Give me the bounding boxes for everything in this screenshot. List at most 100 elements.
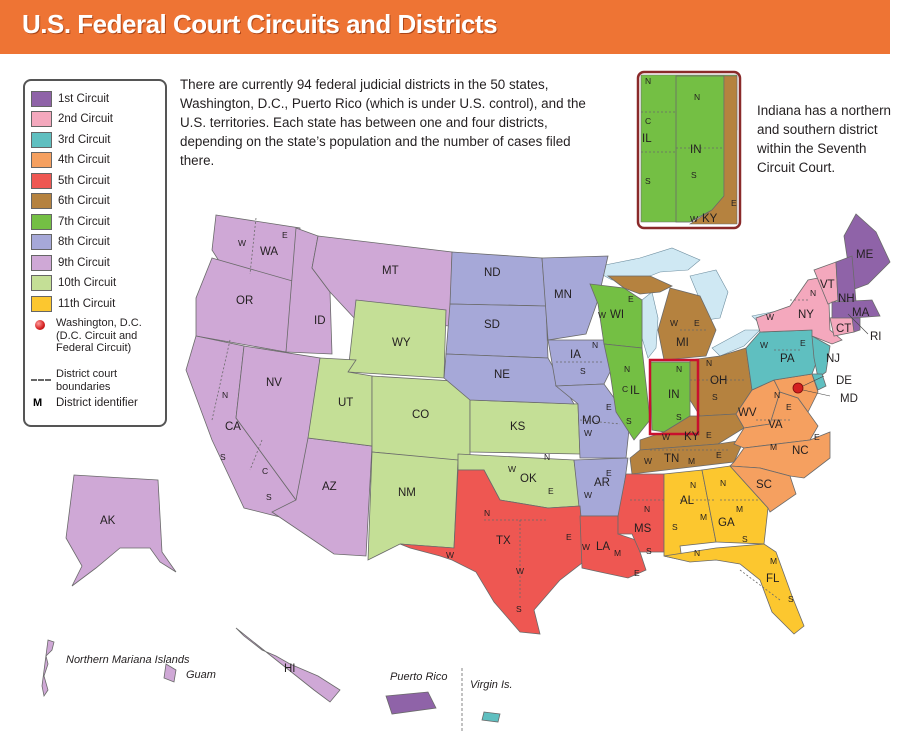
state-label-ok: OK: [520, 473, 537, 485]
legend-item-2nd: 2nd Circuit: [31, 111, 113, 127]
legend-swatch: [31, 132, 52, 148]
territory-label-vi: Virgin Is.: [470, 679, 513, 691]
territory-label-pr: Puerto Rico: [390, 671, 447, 683]
state-label-wv: WV: [738, 407, 757, 419]
state-de: [811, 373, 827, 391]
district-identifier: M: [770, 442, 777, 452]
legend-item-1st: 1st Circuit: [31, 91, 109, 107]
territory-labels: Northern Mariana Islands Guam Puerto Ric…: [66, 654, 513, 691]
district-identifier: E: [716, 450, 722, 460]
state-label-ks: KS: [510, 421, 526, 433]
district-identifier: S: [788, 594, 794, 604]
district-identifier: E: [814, 432, 820, 442]
state-label-tn: TN: [664, 453, 679, 465]
district-identifier: E: [706, 430, 712, 440]
state-label-co: CO: [412, 409, 429, 421]
district-identifier: N: [720, 478, 726, 488]
state-label-in: IN: [668, 389, 680, 401]
state-label-id: ID: [314, 315, 326, 327]
legend-label: District court boundaries: [56, 368, 118, 393]
terr-guam: [163, 663, 177, 683]
state-ak: [65, 474, 177, 587]
state-label-ma: MA: [852, 307, 870, 319]
state-label-ct: CT: [836, 323, 851, 335]
state-mn: [541, 255, 609, 341]
district-identifier: E: [566, 532, 572, 542]
terr-pr: [385, 691, 437, 715]
state-label-sc: SC: [756, 479, 772, 491]
state-label-la: LA: [596, 541, 610, 553]
state-label-mt: MT: [382, 265, 399, 277]
state-label-sd: SD: [484, 319, 500, 331]
legend-item-8th: 8th Circuit: [31, 234, 110, 250]
state-label-il: IL: [630, 385, 640, 397]
legend-label: 9th Circuit: [58, 257, 110, 269]
inset-label: IN: [690, 144, 702, 156]
ninth-circuit: [41, 214, 453, 703]
state-ga: [701, 465, 769, 545]
district-identifier: S: [220, 452, 226, 462]
state-label-fl: FL: [766, 573, 780, 585]
state-hi: [235, 627, 341, 703]
state-label-wi: WI: [610, 309, 624, 321]
district-identifier: W: [584, 490, 592, 500]
district-identifier: M: [614, 548, 621, 558]
legend-label: 6th Circuit: [58, 195, 110, 207]
inset-note: Indiana has a northern and southern dist…: [757, 103, 892, 175]
district-identifier: M: [770, 556, 777, 566]
state-label-pa: PA: [780, 353, 795, 365]
district-identifier: C: [622, 384, 628, 394]
state-label-ny: NY: [798, 309, 814, 321]
territory-label-guam: Guam: [186, 669, 216, 681]
legend-label: Washington, D.C. (D.C. Circuit and Feder…: [56, 317, 142, 354]
district-identifier: N: [774, 390, 780, 400]
legend-swatch: [31, 91, 52, 107]
state-label-mn: MN: [554, 289, 572, 301]
territory-label-nmi: Northern Mariana Islands: [66, 654, 190, 666]
state-label-nd: ND: [484, 267, 501, 279]
inset-label: S: [691, 170, 697, 180]
inset-label: KY: [702, 213, 718, 225]
legend-swatch: [31, 214, 52, 230]
great-lakes: [589, 247, 799, 359]
legend-swatch: [31, 234, 52, 250]
state-label-mi: MI: [676, 337, 689, 349]
state-label-ky: KY: [684, 431, 700, 443]
district-identifier: N: [694, 548, 700, 558]
district-identifier: N: [592, 340, 598, 350]
district-identifier: W: [584, 428, 592, 438]
inset-labels: N C IL S N IN S E W KY: [642, 76, 737, 225]
district-identifier: M: [736, 504, 743, 514]
state-label-or: OR: [236, 295, 253, 307]
legend-label: District identifier: [56, 397, 138, 409]
legend-label: 7th Circuit: [58, 216, 110, 228]
inset-label: IL: [642, 133, 652, 145]
legend-label: 4th Circuit: [58, 154, 110, 166]
legend-label: 5th Circuit: [58, 175, 110, 187]
district-identifier: N: [690, 480, 696, 490]
third-circuit: [481, 329, 831, 723]
state-label-va: VA: [768, 419, 783, 431]
district-identifier: M: [700, 512, 707, 522]
state-label-nc: NC: [792, 445, 809, 457]
district-identifier: S: [580, 366, 586, 376]
state-label-ri: RI: [870, 331, 882, 343]
district-identifier: S: [672, 522, 678, 532]
eleventh-circuit: [663, 465, 805, 635]
state-labels: WA OR ID MT WY NV CA UT CO AZ NM ND SD N…: [100, 246, 882, 675]
sixth-circuit: [606, 275, 753, 475]
district-identifier: N: [484, 508, 490, 518]
state-mi: [657, 287, 717, 361]
district-identifier: S: [266, 492, 272, 502]
state-ny: [755, 275, 843, 345]
state-label-hi: HI: [284, 663, 296, 675]
district-identifiers: W E N S C S N W W S E W N E N S W E W E …: [220, 230, 820, 614]
seventh-circuit: [589, 283, 691, 441]
district-identifier: E: [786, 402, 792, 412]
district-identifier: W: [238, 238, 246, 248]
state-nd: [449, 251, 547, 307]
legend-swatch: [31, 152, 52, 168]
state-label-nh: NH: [838, 293, 855, 305]
dc-marker: [792, 313, 869, 397]
